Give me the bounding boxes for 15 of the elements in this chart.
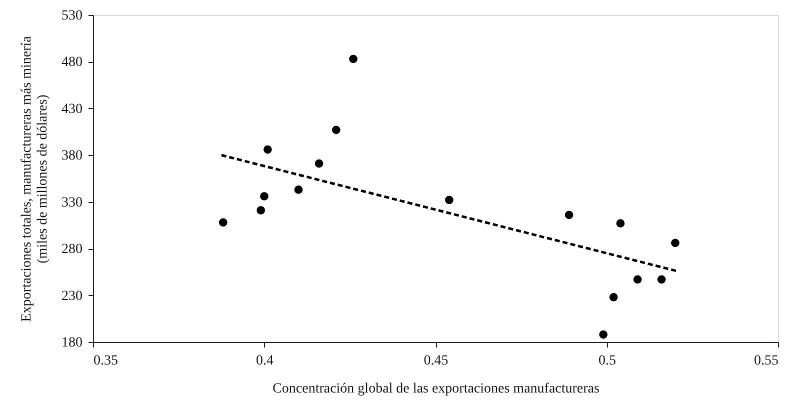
- y-tick-label: 280: [62, 242, 82, 258]
- x-tick-label: 0.5: [598, 354, 616, 368]
- y-tick-label: 180: [62, 336, 82, 350]
- y-tick-label: 430: [62, 102, 82, 117]
- y-tick-label: 380: [62, 148, 82, 164]
- y-tick-label: 330: [62, 195, 82, 210]
- x-tick-label: 0.35: [94, 354, 118, 368]
- x-tick-label: 0.4: [256, 354, 274, 368]
- y-tick-label: 230: [62, 288, 82, 304]
- x-axis-title: Concentración global de las exportaciones manufactureras: [272, 382, 600, 396]
- x-tick-label: 0.45: [424, 354, 448, 368]
- y-tick-label: 480: [62, 55, 82, 70]
- y-tick-label: 530: [62, 8, 82, 24]
- x-tick-label: 0.55: [754, 354, 778, 368]
- y-axis-title: Exportaciones totales, manufactureras más minería (miles de millones de dólares): [20, 35, 50, 322]
